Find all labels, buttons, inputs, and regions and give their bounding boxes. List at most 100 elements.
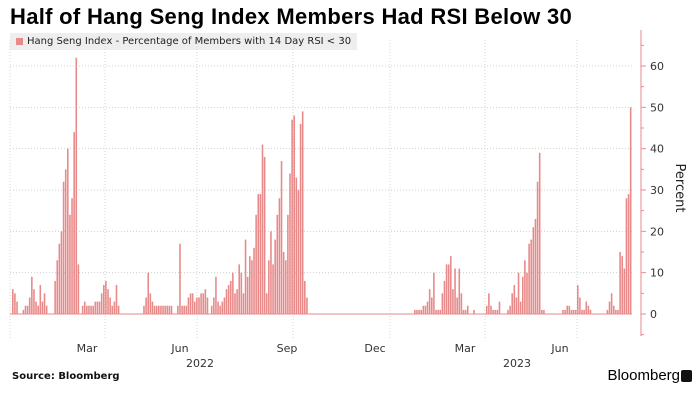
bar bbox=[416, 309, 418, 314]
bar bbox=[193, 301, 196, 314]
bar bbox=[517, 272, 520, 314]
bar bbox=[54, 280, 56, 314]
bar bbox=[100, 293, 103, 314]
bar bbox=[617, 309, 619, 314]
bar bbox=[606, 309, 609, 314]
bar bbox=[261, 144, 264, 314]
bar bbox=[45, 305, 48, 314]
bar bbox=[98, 301, 101, 314]
bar bbox=[179, 243, 181, 314]
bar bbox=[200, 293, 202, 314]
bar bbox=[445, 264, 448, 314]
bar bbox=[420, 309, 422, 314]
bar bbox=[39, 285, 42, 314]
bar bbox=[270, 231, 272, 314]
bar bbox=[181, 305, 183, 314]
bar bbox=[58, 243, 61, 314]
bar bbox=[234, 293, 236, 314]
bar bbox=[452, 289, 454, 314]
bar bbox=[43, 293, 46, 314]
legend-swatch bbox=[16, 38, 23, 45]
bar bbox=[304, 280, 306, 314]
bar bbox=[538, 152, 541, 314]
bar bbox=[629, 107, 632, 314]
bar bbox=[280, 161, 283, 314]
bar bbox=[204, 289, 207, 314]
bar bbox=[566, 305, 568, 314]
bar bbox=[253, 247, 255, 314]
bar bbox=[177, 305, 179, 314]
year-label: 2022 bbox=[186, 357, 214, 370]
bar bbox=[28, 297, 31, 314]
bar bbox=[229, 280, 232, 314]
bar bbox=[225, 289, 228, 314]
bar bbox=[428, 289, 431, 314]
bar bbox=[71, 198, 73, 314]
bar bbox=[64, 169, 67, 314]
bar bbox=[568, 305, 571, 314]
bar bbox=[284, 260, 287, 314]
bar bbox=[145, 297, 147, 314]
bar bbox=[608, 301, 611, 314]
bar bbox=[511, 293, 513, 314]
bar bbox=[191, 293, 194, 314]
bar bbox=[291, 119, 293, 314]
bar bbox=[447, 264, 450, 314]
bar bbox=[579, 297, 581, 314]
x-tick-label: Jun bbox=[170, 342, 188, 355]
bar bbox=[574, 309, 577, 314]
bar bbox=[526, 272, 528, 314]
bar bbox=[158, 305, 160, 314]
bar bbox=[41, 301, 44, 314]
bar bbox=[276, 214, 279, 314]
bar bbox=[246, 276, 249, 314]
bar bbox=[248, 256, 251, 314]
bar bbox=[564, 309, 566, 314]
bar bbox=[297, 190, 300, 314]
bar bbox=[22, 309, 25, 314]
bar bbox=[299, 123, 302, 314]
bar bbox=[60, 231, 63, 314]
bar bbox=[75, 57, 78, 314]
y-tick-label: 60 bbox=[650, 60, 664, 73]
bar bbox=[541, 309, 543, 314]
bar bbox=[627, 194, 630, 314]
bar bbox=[162, 305, 164, 314]
bar bbox=[615, 309, 617, 314]
year-label: 2023 bbox=[503, 357, 531, 370]
y-tick-label: 50 bbox=[650, 101, 664, 114]
bar bbox=[282, 252, 285, 314]
bar bbox=[610, 293, 613, 314]
y-axis-title: Percent bbox=[672, 164, 687, 213]
bar bbox=[576, 285, 579, 314]
bar bbox=[86, 305, 88, 314]
bar bbox=[422, 305, 425, 314]
y-tick-label: 30 bbox=[650, 184, 664, 197]
bar bbox=[94, 301, 97, 314]
bar bbox=[83, 301, 86, 314]
bar bbox=[196, 297, 198, 314]
bar bbox=[612, 305, 615, 314]
bar bbox=[589, 309, 592, 314]
bar bbox=[73, 132, 75, 314]
bar bbox=[433, 272, 435, 314]
bar bbox=[295, 177, 298, 314]
bar bbox=[217, 301, 219, 314]
bar bbox=[238, 264, 241, 314]
bar bbox=[227, 285, 230, 314]
bar bbox=[521, 276, 524, 314]
bar bbox=[492, 309, 494, 314]
bar bbox=[215, 276, 217, 314]
bar bbox=[524, 260, 526, 314]
bar bbox=[35, 301, 37, 314]
bar bbox=[414, 309, 416, 314]
legend: Hang Seng Index - Percentage of Members … bbox=[10, 33, 358, 50]
x-tick-label: Dec bbox=[364, 342, 385, 355]
bloomberg-icon bbox=[681, 370, 692, 382]
bar bbox=[81, 305, 84, 314]
bar bbox=[183, 305, 185, 314]
bar bbox=[509, 305, 511, 314]
bar bbox=[494, 309, 497, 314]
bar bbox=[187, 297, 190, 314]
